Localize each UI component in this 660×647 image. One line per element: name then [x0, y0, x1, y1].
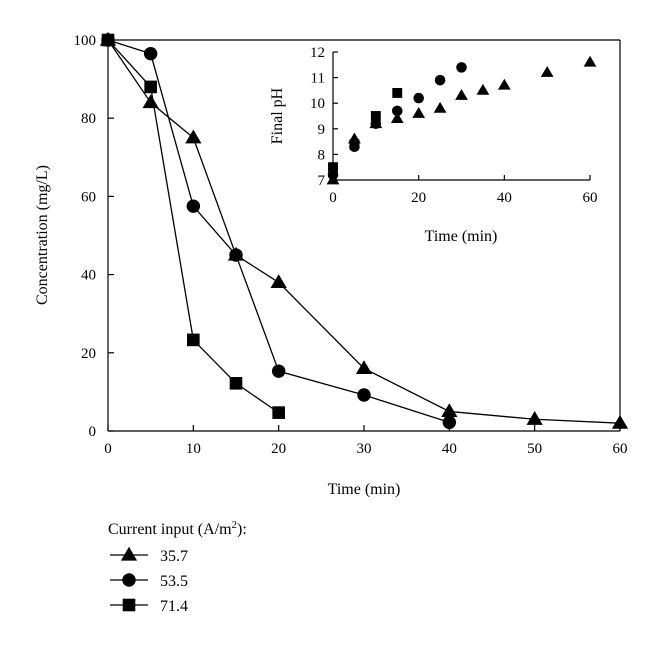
inset-y-tick-label: 10 [310, 96, 325, 112]
inset-y-tick-label: 11 [311, 71, 325, 87]
main-x-tick-label: 40 [442, 441, 457, 457]
legend-title: Current input (A/m2): [108, 519, 247, 538]
inset-point-35.7 [583, 55, 597, 67]
data-point-71.4 [101, 33, 115, 47]
main-x-tick-label: 50 [527, 441, 542, 457]
main-y-tick-label: 80 [81, 111, 96, 127]
legend-marker-71.4 [122, 598, 136, 612]
inset-point-53.5 [434, 74, 446, 86]
inset-point-53.5 [391, 105, 403, 117]
inset-plot: Time (min) Final pH 0 20 40 60 7 8 9 10 11 12 [269, 45, 598, 245]
main-x-tick-label: 30 [357, 441, 372, 457]
main-y-tick-label: 60 [81, 189, 96, 205]
legend: Current input (A/m2): 35.7 53.5 71.4 [108, 519, 247, 615]
inset-point-71.4 [349, 139, 360, 150]
data-point-71.4 [187, 333, 200, 347]
inset-point-53.5 [370, 118, 382, 129]
main-x-tick-label: 10 [186, 441, 201, 457]
main-x-tick-label: 20 [271, 441, 286, 457]
inset-point-35.7 [476, 83, 490, 95]
inset-point-71.4 [370, 111, 381, 121]
inset-point-71.4 [392, 88, 403, 98]
main-x-tick-label: 0 [104, 441, 112, 457]
inset-point-35.7 [540, 66, 554, 77]
data-point-53.5 [271, 364, 286, 378]
main-x-tick-label: 60 [613, 441, 628, 457]
inset-point-53.5 [327, 169, 339, 181]
main-y-tick-label: 0 [89, 424, 97, 440]
data-point-35.7 [185, 129, 202, 144]
data-point-53.5 [143, 46, 158, 61]
main-y-axis-label: Concentration (mg/L) [34, 165, 51, 305]
data-point-35.7 [355, 360, 373, 375]
inset-y-tick-label: 9 [318, 122, 326, 138]
inset-x-tick-label: 20 [411, 190, 426, 206]
inset-x-tick-label: 0 [329, 190, 337, 206]
main-y-tick-label: 40 [81, 268, 96, 284]
data-point-35.7 [526, 411, 543, 425]
legend-label: 35.7 [160, 548, 188, 565]
data-point-71.4 [144, 80, 157, 94]
data-point-53.5 [229, 248, 243, 262]
data-point-35.7 [441, 403, 458, 418]
series-line-71.4 [107, 39, 280, 414]
inset-x-tick-label: 60 [583, 190, 598, 206]
data-point-71.4 [272, 406, 285, 419]
inset-x-tick-label: 40 [497, 190, 512, 206]
main-y-tick-label: 20 [81, 346, 96, 362]
inset-point-53.5 [456, 62, 467, 73]
inset-point-35.7 [433, 101, 447, 113]
data-point-35.7 [611, 414, 629, 429]
inset-point-35.7 [412, 106, 426, 118]
main-x-axis-label: Time (min) [328, 481, 401, 498]
data-point-53.5 [357, 388, 371, 402]
inset-point-71.4 [328, 162, 338, 173]
inset-y-tick-label: 7 [318, 173, 326, 189]
data-point-35.7 [142, 94, 159, 109]
main-plot: Time (min) Concentration (mg/L) 0 10 20 30 4… [34, 31, 629, 498]
inset-point-53.5 [413, 92, 424, 104]
inset-y-tick-label: 8 [318, 147, 326, 163]
legend-label: 53.5 [160, 573, 188, 590]
inset-y-axis-label: Final pH [269, 87, 286, 144]
main-y-tick-label: 100 [74, 33, 97, 49]
data-point-71.4 [229, 376, 243, 390]
inset-point-35.7 [390, 112, 404, 123]
legend-marker-35.7 [120, 546, 138, 561]
legend-marker-53.5 [122, 573, 136, 587]
data-point-53.5 [442, 415, 457, 430]
legend-title-superscript: 2 [232, 519, 238, 531]
inset-y-tick-label: 12 [310, 45, 325, 61]
data-point-35.7 [270, 274, 287, 289]
inset-point-35.7 [497, 78, 511, 90]
inset-x-axis-label: Time (min) [425, 228, 498, 245]
legend-label: 71.4 [160, 598, 188, 615]
data-point-53.5 [186, 199, 201, 213]
inset-point-35.7 [455, 89, 468, 100]
